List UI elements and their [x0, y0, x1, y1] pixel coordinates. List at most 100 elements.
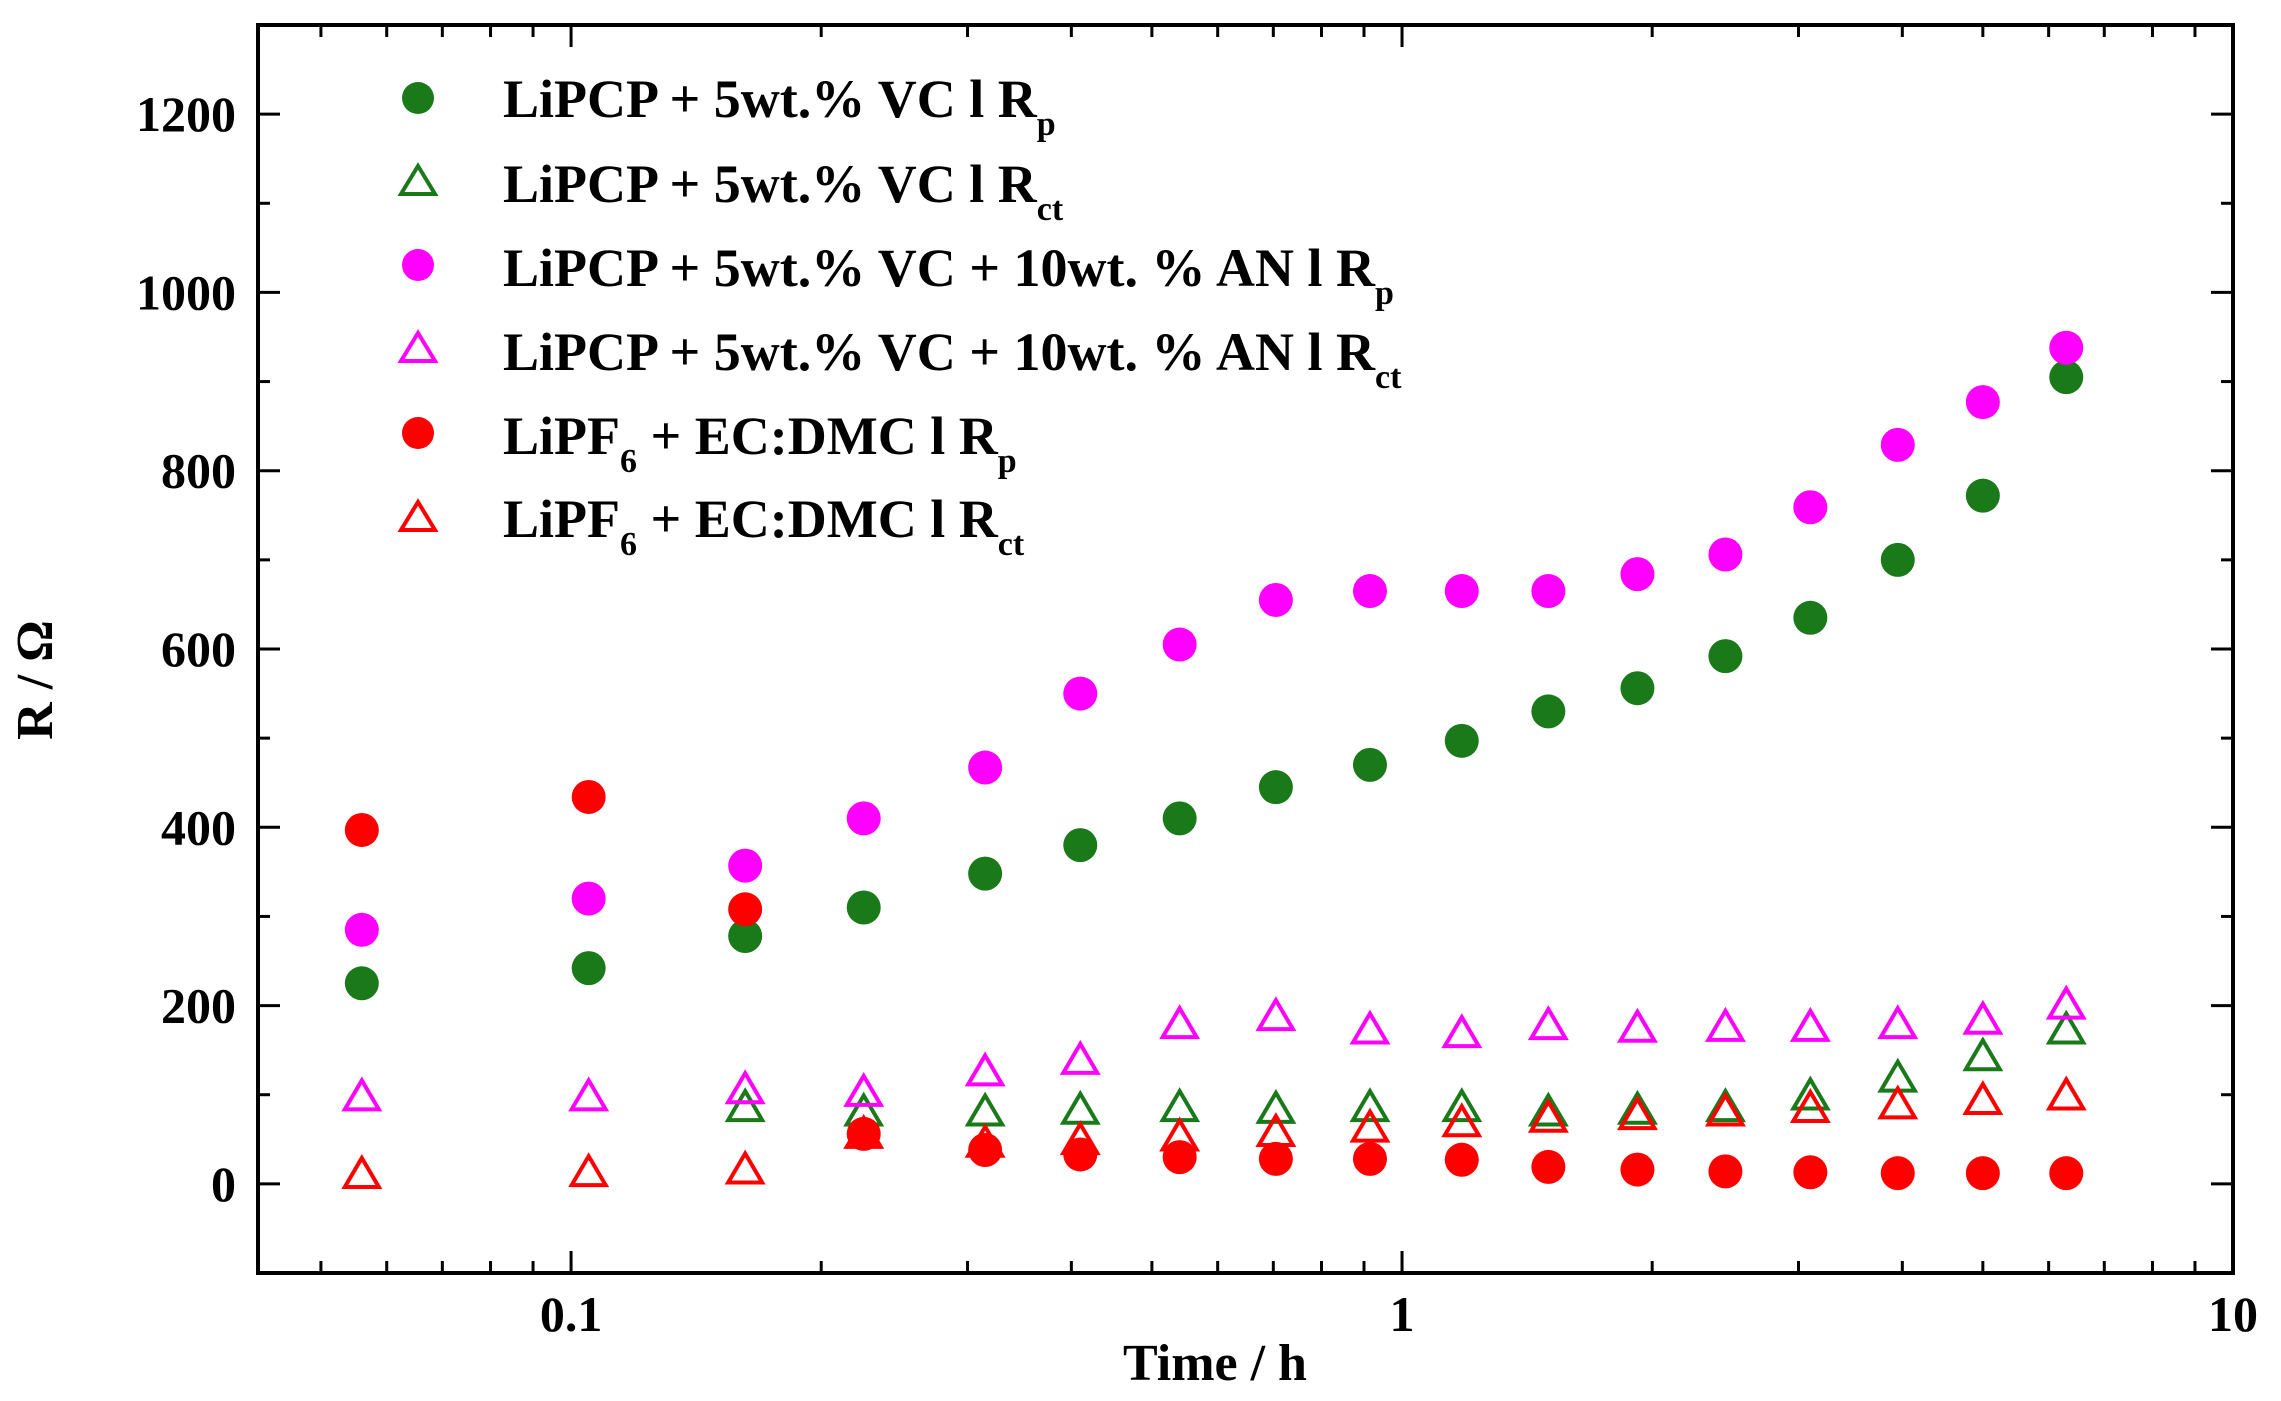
legend-marker-magenta-circle	[402, 249, 434, 281]
data-point	[1059, 1120, 1101, 1156]
data-point	[1620, 671, 1655, 706]
series-1	[724, 1009, 2087, 1127]
legend-marker-red-triangle	[397, 498, 439, 532]
data-point	[2049, 1156, 2084, 1191]
data-point	[1708, 639, 1743, 674]
legend-entry-magenta-rp: LiPCP + 5wt.% VC + 10wt. % AN l Rp	[402, 238, 1394, 312]
data-point	[1527, 1091, 1569, 1127]
data-point	[1704, 1091, 1746, 1127]
x-axis: 0.1 1 10	[319, 25, 2258, 1342]
data-point	[1352, 1141, 1387, 1176]
legend-label: LiPCP + 5wt.% VC + 10wt. % AN l Rct	[503, 322, 1402, 396]
data-point	[1441, 1102, 1483, 1138]
data-point	[1531, 574, 1566, 609]
data-point	[1704, 1006, 1746, 1042]
data-point	[1965, 478, 2000, 513]
data-point	[728, 892, 763, 927]
data-point	[724, 1149, 766, 1185]
data-point	[2045, 1075, 2087, 1111]
data-point	[964, 1091, 1006, 1127]
data-point	[1965, 1156, 2000, 1191]
data-point	[2045, 984, 2087, 1020]
series-0	[344, 360, 2084, 1001]
series-4	[344, 779, 2084, 1191]
legend-label: LiPCP + 5wt.% VC l Rp	[503, 69, 1056, 143]
data-point	[568, 1152, 610, 1188]
legend: LiPCP + 5wt.% VC l Rp LiPCP + 5wt.% VC l…	[397, 69, 1402, 563]
x-tick-label: 10	[2208, 1286, 2258, 1342]
data-point	[1059, 1089, 1101, 1125]
data-point	[2049, 330, 2084, 365]
data-point	[568, 1076, 610, 1112]
data-point	[344, 912, 379, 947]
x-axis-label: Time / h	[1123, 1335, 1307, 1392]
data-point	[1159, 1004, 1201, 1040]
data-point	[1704, 1087, 1746, 1123]
y-tick-label: 0	[211, 1156, 236, 1212]
data-point	[1352, 747, 1387, 782]
data-marks	[341, 330, 2087, 1191]
data-point	[1789, 1075, 1831, 1111]
data-point	[2049, 360, 2084, 395]
data-point	[1527, 1097, 1569, 1133]
data-point	[1349, 1107, 1391, 1143]
data-point	[1159, 1087, 1201, 1123]
data-point	[1444, 574, 1479, 609]
data-point	[2045, 1009, 2087, 1045]
data-point	[344, 966, 379, 1001]
data-point	[1258, 582, 1293, 617]
data-point	[968, 856, 1003, 891]
data-point	[1063, 828, 1098, 863]
legend-marker-green-circle	[402, 82, 434, 114]
data-point	[843, 1071, 885, 1107]
data-point	[1441, 1087, 1483, 1123]
data-point	[1255, 1088, 1297, 1124]
legend-marker-red-circle	[402, 417, 434, 449]
data-point	[1159, 1116, 1201, 1152]
data-point	[846, 890, 881, 925]
data-point	[1877, 1004, 1919, 1040]
data-point	[728, 919, 763, 954]
data-point	[1616, 1089, 1658, 1125]
data-point	[1255, 1112, 1297, 1148]
y-tick-label: 600	[161, 621, 236, 677]
data-point	[728, 848, 763, 883]
data-point	[1880, 1156, 1915, 1191]
data-point	[724, 1087, 766, 1123]
legend-entry-red-rp: LiPF6 + EC:DMC l Rp	[402, 406, 1017, 480]
data-point	[1962, 1079, 2004, 1115]
data-point	[1162, 627, 1197, 662]
data-point	[1620, 557, 1655, 592]
data-point	[1059, 1039, 1101, 1075]
data-point	[724, 1069, 766, 1105]
legend-marker-magenta-triangle	[397, 329, 439, 363]
data-point	[964, 1122, 1006, 1158]
data-point	[1708, 537, 1743, 572]
data-point	[1793, 490, 1828, 525]
data-point	[1880, 542, 1915, 577]
data-point	[341, 1076, 383, 1112]
data-point	[1880, 427, 1915, 462]
legend-label: LiPCP + 5wt.% VC + 10wt. % AN l Rp	[503, 238, 1394, 312]
data-point	[1965, 385, 2000, 420]
data-point	[846, 1116, 881, 1151]
series-2	[344, 330, 2084, 947]
data-point	[964, 1051, 1006, 1087]
legend-label: LiPF6 + EC:DMC l Rct	[503, 489, 1025, 563]
y-axis-label: R / Ω	[7, 620, 64, 740]
legend-label: LiPF6 + EC:DMC l Rp	[503, 406, 1017, 480]
data-point	[1162, 1140, 1197, 1175]
data-point	[1258, 770, 1293, 805]
data-point	[843, 1113, 885, 1149]
legend-marker-green-triangle	[397, 162, 439, 196]
y-tick-label: 1000	[136, 264, 236, 320]
data-point	[968, 750, 1003, 785]
data-point	[1620, 1152, 1655, 1187]
data-point	[1063, 676, 1098, 711]
data-point	[571, 881, 606, 916]
data-point	[1352, 574, 1387, 609]
data-point	[1789, 1006, 1831, 1042]
data-point	[571, 779, 606, 814]
data-point	[1708, 1154, 1743, 1189]
